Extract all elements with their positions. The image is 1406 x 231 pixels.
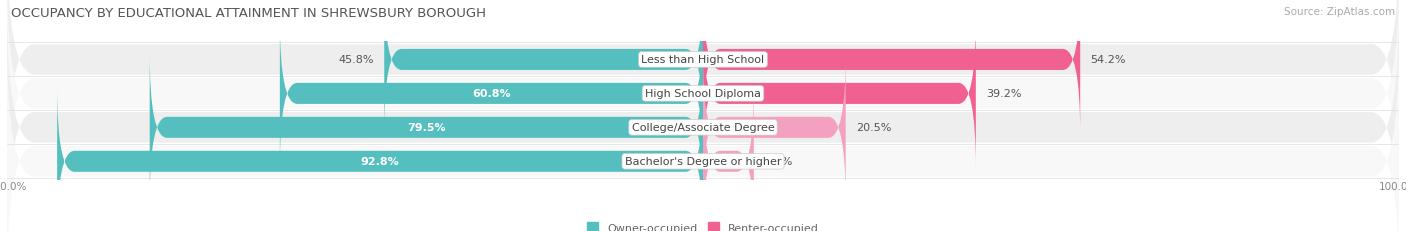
FancyBboxPatch shape bbox=[703, 0, 1080, 134]
Text: 60.8%: 60.8% bbox=[472, 89, 510, 99]
Text: Bachelor's Degree or higher: Bachelor's Degree or higher bbox=[624, 157, 782, 167]
Text: Source: ZipAtlas.com: Source: ZipAtlas.com bbox=[1284, 7, 1395, 17]
Text: 54.2%: 54.2% bbox=[1091, 55, 1126, 65]
FancyBboxPatch shape bbox=[703, 54, 845, 202]
Text: College/Associate Degree: College/Associate Degree bbox=[631, 123, 775, 133]
FancyBboxPatch shape bbox=[703, 20, 976, 168]
Text: High School Diploma: High School Diploma bbox=[645, 89, 761, 99]
Text: 20.5%: 20.5% bbox=[856, 123, 891, 133]
Text: OCCUPANCY BY EDUCATIONAL ATTAINMENT IN SHREWSBURY BOROUGH: OCCUPANCY BY EDUCATIONAL ATTAINMENT IN S… bbox=[11, 7, 486, 20]
FancyBboxPatch shape bbox=[7, 42, 1399, 231]
FancyBboxPatch shape bbox=[703, 88, 754, 231]
Text: 92.8%: 92.8% bbox=[361, 157, 399, 167]
FancyBboxPatch shape bbox=[280, 20, 703, 168]
FancyBboxPatch shape bbox=[384, 0, 703, 134]
Legend: Owner-occupied, Renter-occupied: Owner-occupied, Renter-occupied bbox=[582, 218, 824, 231]
FancyBboxPatch shape bbox=[7, 0, 1399, 180]
FancyBboxPatch shape bbox=[149, 54, 703, 202]
FancyBboxPatch shape bbox=[7, 8, 1399, 231]
Text: 79.5%: 79.5% bbox=[408, 123, 446, 133]
Text: Less than High School: Less than High School bbox=[641, 55, 765, 65]
Text: 39.2%: 39.2% bbox=[986, 89, 1022, 99]
FancyBboxPatch shape bbox=[58, 88, 703, 231]
Text: 45.8%: 45.8% bbox=[339, 55, 374, 65]
Text: 7.3%: 7.3% bbox=[765, 157, 793, 167]
FancyBboxPatch shape bbox=[7, 0, 1399, 214]
